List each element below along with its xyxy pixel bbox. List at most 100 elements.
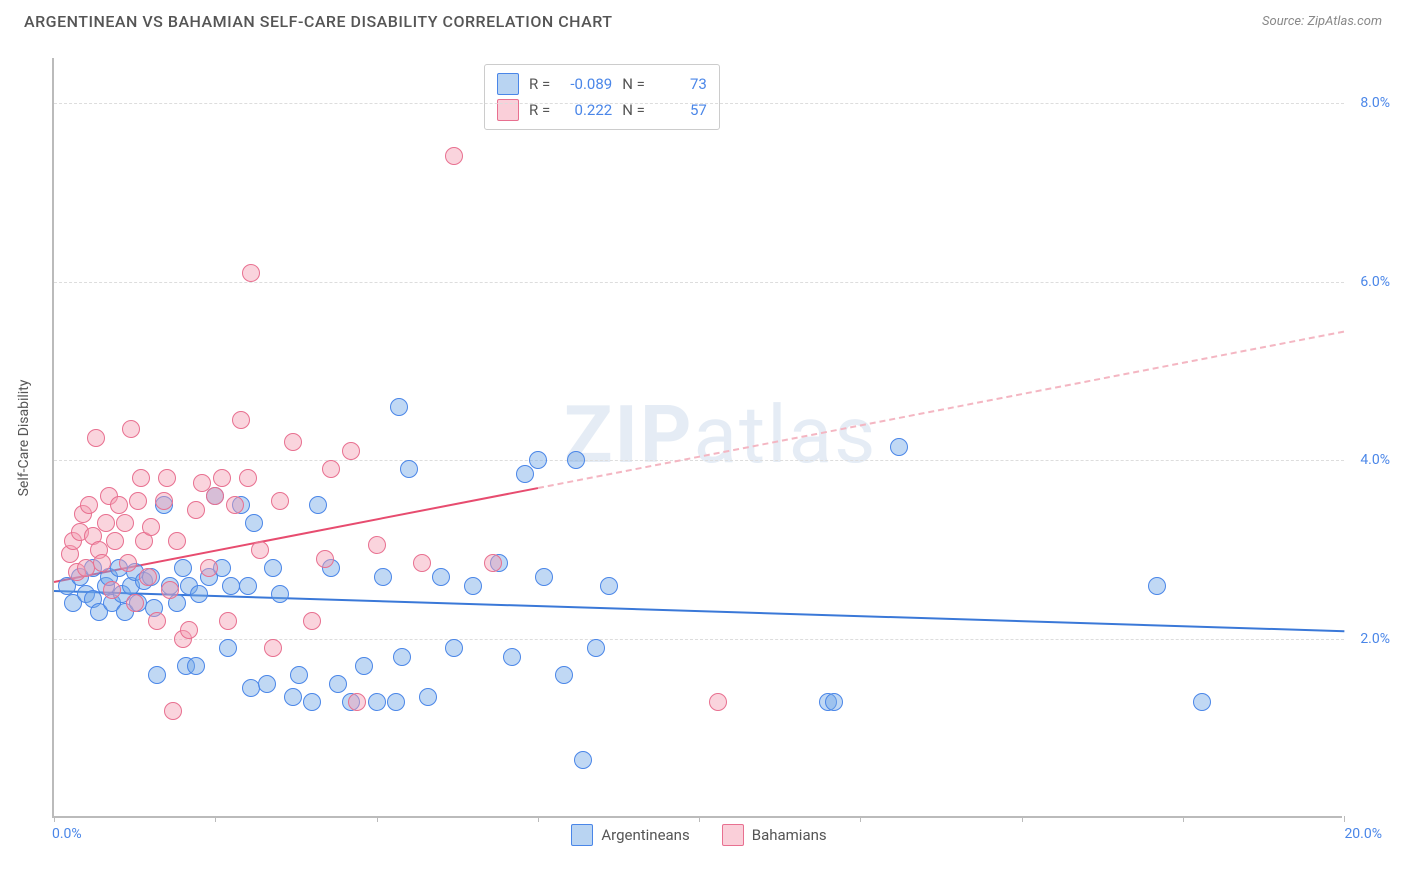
scatter-point [587, 639, 605, 657]
scatter-point [190, 585, 208, 603]
scatter-point [1148, 577, 1166, 595]
scatter-point [303, 612, 321, 630]
scatter-point [158, 469, 176, 487]
scatter-point [245, 514, 263, 532]
scatter-point [242, 264, 260, 282]
scatter-point [464, 577, 482, 595]
chart-title: ARGENTINEAN VS BAHAMIAN SELF-CARE DISABI… [24, 12, 613, 31]
legend-item: Bahamians [722, 824, 827, 846]
scatter-point [155, 492, 173, 510]
gridline-h [54, 639, 1344, 640]
scatter-point [219, 639, 237, 657]
scatter-point [106, 532, 124, 550]
x-tick [1183, 816, 1184, 822]
chart-container: Self-Care Disability ZIPatlas R = -0.089… [52, 58, 1382, 848]
scatter-point [139, 568, 157, 586]
scatter-point [484, 554, 502, 572]
y-tick-label: 4.0% [1360, 452, 1390, 468]
swatch-icon [722, 824, 744, 846]
scatter-point [393, 648, 411, 666]
scatter-point [413, 554, 431, 572]
stat-row: R = 0.222 N = 57 [497, 97, 707, 123]
scatter-point [80, 496, 98, 514]
scatter-point [239, 577, 257, 595]
scatter-point [148, 666, 166, 684]
x-tick [699, 816, 700, 822]
source-prefix: Source: [1262, 14, 1307, 29]
scatter-point [374, 568, 392, 586]
scatter-point [574, 751, 592, 769]
scatter-point [264, 639, 282, 657]
header: ARGENTINEAN VS BAHAMIAN SELF-CARE DISABI… [0, 0, 1406, 39]
scatter-point [142, 518, 160, 536]
x-tick [1022, 816, 1023, 822]
scatter-point [709, 693, 727, 711]
scatter-point [174, 559, 192, 577]
y-tick-label: 8.0% [1360, 95, 1390, 111]
scatter-point [516, 465, 534, 483]
scatter-point [503, 648, 521, 666]
correlation-stat-box: R = -0.089 N = 73 R = 0.222 N = 57 [484, 64, 720, 130]
scatter-point [97, 514, 115, 532]
stat-n-label: N = [622, 75, 645, 93]
scatter-point [264, 559, 282, 577]
scatter-point [161, 581, 179, 599]
scatter-point [132, 469, 150, 487]
scatter-point [303, 693, 321, 711]
scatter-point [825, 693, 843, 711]
scatter-point [271, 585, 289, 603]
source-site: ZipAtlas.com [1307, 14, 1382, 29]
scatter-point [890, 438, 908, 456]
gridline-h [54, 460, 1344, 461]
scatter-point [87, 429, 105, 447]
x-axis-max-label: 20.0% [1344, 826, 1382, 842]
scatter-point [103, 581, 121, 599]
scatter-point [271, 492, 289, 510]
scatter-point [206, 487, 224, 505]
scatter-point [232, 411, 250, 429]
scatter-point [180, 621, 198, 639]
scatter-point [251, 541, 269, 559]
scatter-point [122, 420, 140, 438]
x-tick [860, 816, 861, 822]
scatter-point [119, 554, 137, 572]
scatter-point [322, 460, 340, 478]
stat-r-label: R = [529, 75, 550, 93]
gridline-h [54, 282, 1344, 283]
scatter-point [164, 702, 182, 720]
scatter-point [316, 550, 334, 568]
scatter-point [168, 532, 186, 550]
scatter-point [555, 666, 573, 684]
x-tick [377, 816, 378, 822]
trend-line-extrapolated [538, 331, 1345, 489]
scatter-point [400, 460, 418, 478]
scatter-point [600, 577, 618, 595]
y-tick-label: 2.0% [1360, 631, 1390, 647]
scatter-point [368, 536, 386, 554]
stat-r-value: -0.089 [560, 75, 612, 93]
source-attribution: Source: ZipAtlas.com [1262, 14, 1382, 29]
gridline-h [54, 103, 1344, 104]
scatter-point [348, 693, 366, 711]
y-axis-title: Self-Care Disability [16, 380, 32, 497]
x-tick [215, 816, 216, 822]
x-tick [538, 816, 539, 822]
scatter-point [387, 693, 405, 711]
scatter-point [110, 496, 128, 514]
y-tick-label: 6.0% [1360, 274, 1390, 290]
scatter-point [239, 469, 257, 487]
legend-label: Argentineans [601, 826, 689, 844]
scatter-point [187, 501, 205, 519]
legend-label: Bahamians [752, 826, 827, 844]
scatter-point [226, 496, 244, 514]
scatter-point [129, 492, 147, 510]
scatter-point [355, 657, 373, 675]
scatter-point [200, 559, 218, 577]
scatter-point [1193, 693, 1211, 711]
scatter-point [529, 451, 547, 469]
scatter-point [390, 398, 408, 416]
watermark: ZIPatlas [564, 388, 877, 482]
stat-n-value: 73 [655, 75, 707, 93]
scatter-point [419, 688, 437, 706]
scatter-point [445, 639, 463, 657]
